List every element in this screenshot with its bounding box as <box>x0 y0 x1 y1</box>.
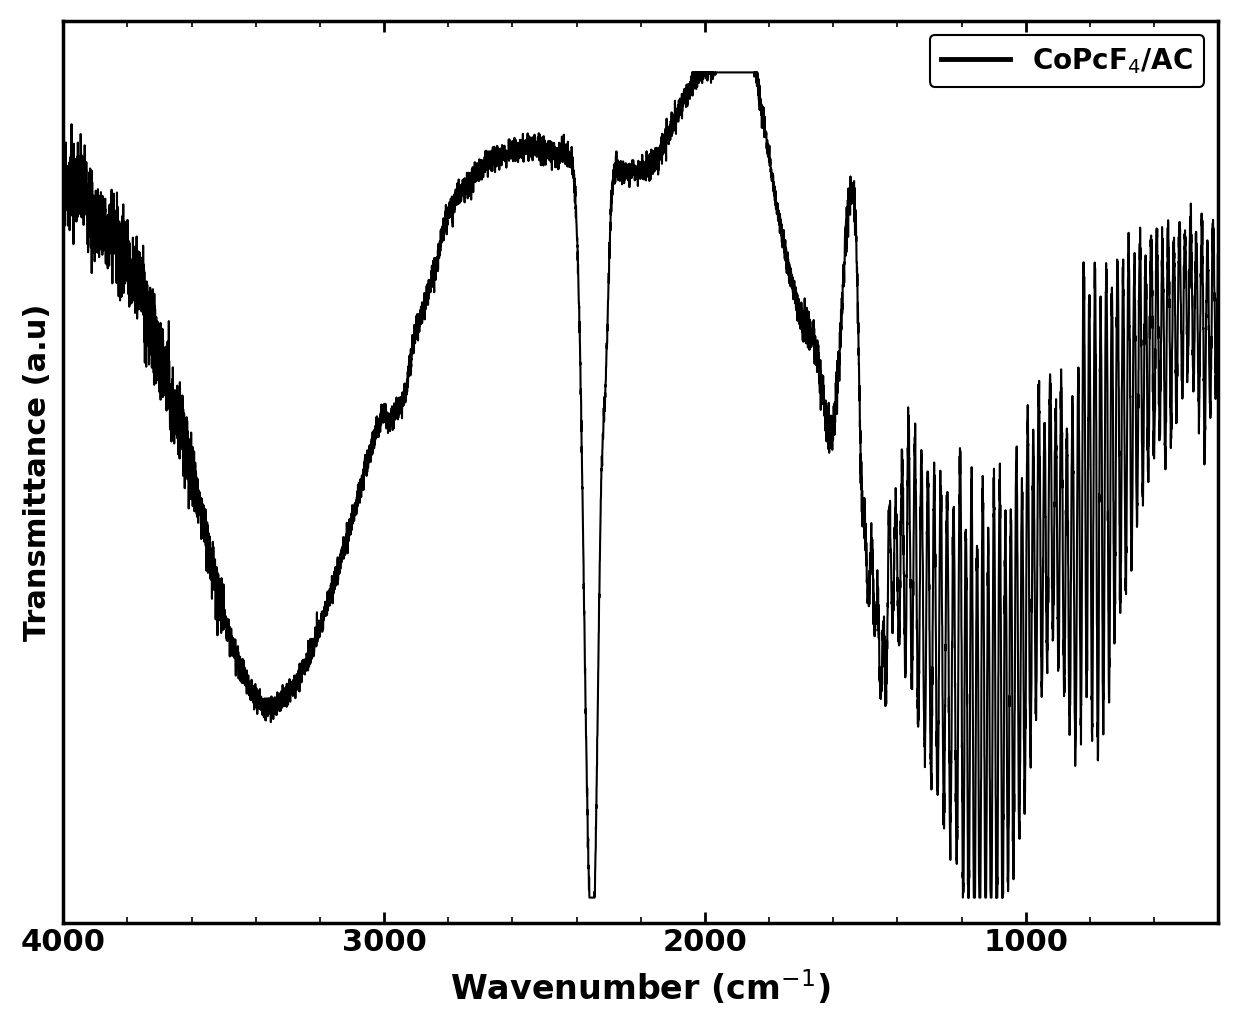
Y-axis label: Transmittance (a.u): Transmittance (a.u) <box>24 303 52 640</box>
X-axis label: Wavenumber (cm$^{-1}$): Wavenumber (cm$^{-1}$) <box>451 968 831 1007</box>
Legend: CoPcF$_4$/AC: CoPcF$_4$/AC <box>929 35 1204 86</box>
